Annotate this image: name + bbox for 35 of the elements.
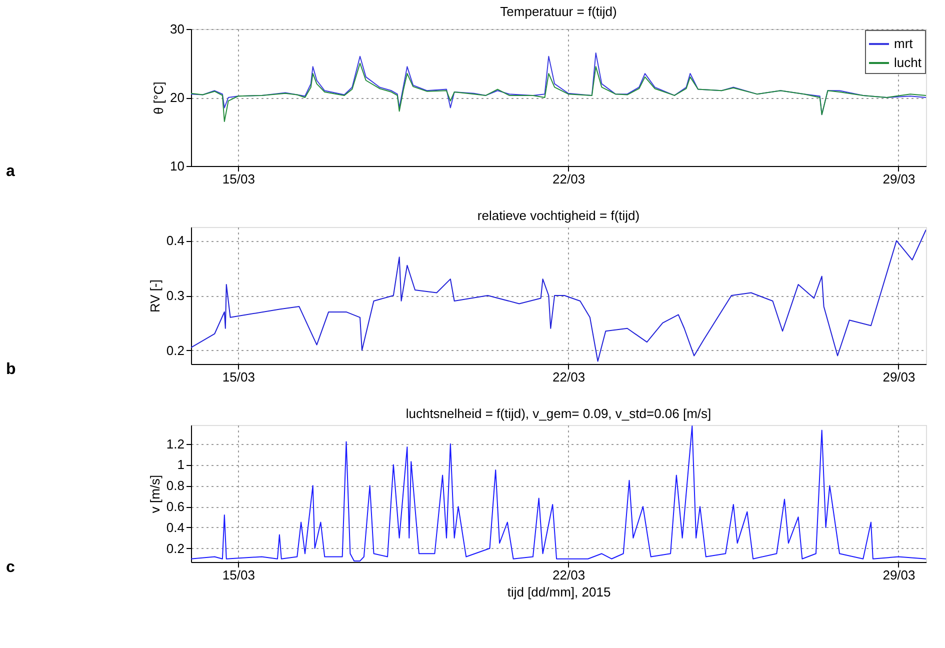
chart-title: Temperatuur = f(tijd) — [500, 4, 617, 19]
chart-title: relatieve vochtigheid = f(tijd) — [477, 208, 640, 223]
y-tick-label: 0.6 — [166, 499, 184, 514]
y-tick-label: 0.8 — [166, 478, 184, 494]
x-tick-label: 15/03 — [222, 568, 255, 582]
x-tick-label: 15/03 — [222, 172, 255, 186]
x-tick-label: 29/03 — [882, 568, 916, 582]
y-tick-label: 30 — [170, 22, 184, 36]
x-tick-label: 29/03 — [882, 172, 916, 186]
x-tick-label: 15/03 — [222, 370, 255, 384]
y-tick-label: 0.3 — [166, 288, 184, 303]
chart-title: luchtsnelheid = f(tijd), v_gem= 0.09, v_std=0.06 [m/s] — [406, 406, 712, 421]
y-tick-label: 20 — [170, 90, 184, 105]
y-tick-label: 0.2 — [166, 342, 184, 358]
x-axis-title: tijd [dd/mm], 2015 — [507, 584, 611, 600]
text: b — [6, 361, 16, 378]
line-series — [191, 426, 926, 562]
x-tick-label: 29/03 — [882, 370, 916, 384]
y-tick-label: 1.2 — [166, 436, 184, 452]
y-axis-title: θ [°C] — [151, 82, 166, 114]
y-axis-title: RV [-] — [147, 280, 162, 312]
legend-label: mrt — [894, 36, 914, 51]
text: c — [6, 559, 15, 576]
line-series — [191, 229, 926, 362]
y-tick-label: 0.4 — [166, 520, 184, 535]
y-axis-title: v [m/s] — [147, 474, 162, 514]
y-tick-label: 0.4 — [166, 233, 184, 248]
x-tick-label: 22/03 — [552, 568, 586, 582]
y-tick-label: 0.2 — [166, 540, 184, 556]
y-tick-label: 10 — [170, 158, 184, 174]
x-tick-label: 22/03 — [552, 172, 586, 186]
text: a — [6, 163, 15, 180]
legend-label: lucht — [894, 55, 922, 70]
x-tick-label: 22/03 — [552, 370, 586, 384]
y-tick-label: 1 — [177, 457, 184, 472]
